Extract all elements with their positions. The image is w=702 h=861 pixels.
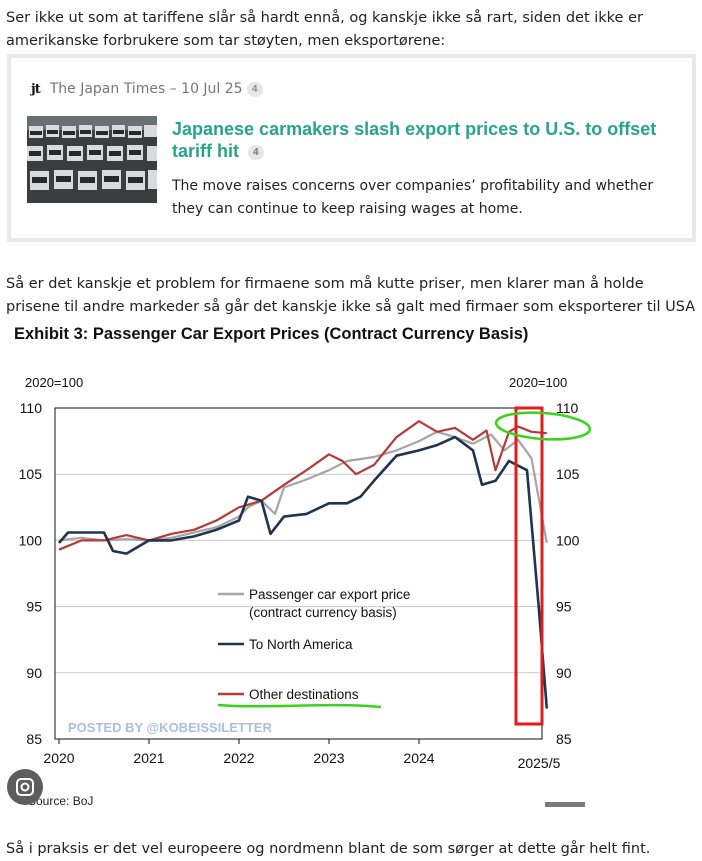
post-paragraph-intro: Ser ikke ut som at tariffene slår så har… [6,9,643,49]
green-underline-annotation [217,703,382,709]
chart-image[interactable]: Exhibit 3: Passenger Car Export Prices (… [6,320,593,808]
legend-label: Other destinations [249,687,359,702]
x-tick-label: 2024 [403,750,434,766]
source-click-count: 4 [246,81,263,97]
y-tick-label-left: 110 [20,400,43,416]
post-paragraph-middle: Så er det kanskje et problem for firmaen… [6,275,696,315]
y-tick-label-right: 100 [556,532,580,548]
link-preview-source[interactable]: jt The Japan Times – 10 Jul 25 4 [31,80,263,98]
source-name[interactable]: The Japan Times – 10 Jul 25 [49,81,243,97]
y-tick-label-left: 105 [19,466,43,482]
y-tick-label-right: 95 [556,599,572,615]
chart-source: Source: BoJ [28,794,93,808]
image-scrollbar[interactable] [545,802,585,807]
x-tick-label: 2020 [43,750,74,766]
legend-label: To North America [249,637,353,652]
article-thumbnail[interactable] [27,116,157,203]
series-line [58,430,548,544]
x-tick-label: 2021 [133,750,164,766]
y-tick-label-left: 90 [26,665,42,681]
post-paragraph-closing: Så i praksis er det vel europeere og nor… [6,840,651,857]
series-line [58,420,547,551]
y-tick-label-left: 85 [26,731,42,747]
y-tick-label-right: 85 [556,731,572,747]
article-title-link[interactable]: Japanese carmakers slash export prices t… [172,118,682,162]
index-label-right: 2020=100 [509,375,567,390]
x-tick-label: 2023 [313,750,344,766]
japan-times-favicon-icon: jt [31,81,41,97]
x-tick-label: 2022 [223,750,254,766]
chart-title: Exhibit 3: Passenger Car Export Prices (… [14,325,528,343]
legend-label: Passenger car export price [249,587,410,602]
article-description: The move raises concerns over companies’… [172,178,654,217]
red-highlight-box [514,406,544,726]
link-preview-card[interactable]: jt The Japan Times – 10 Jul 25 4 [7,54,696,242]
x-tick-label: 2025/5 [518,755,561,771]
y-tick-label-right: 110 [556,400,579,416]
chart-legend: Passenger car export price (contract curr… [218,587,410,702]
legend-label: (contract currency basis) [249,605,397,620]
title-click-count: 4 [248,144,264,160]
y-tick-label-right: 90 [556,665,572,681]
article-title[interactable]: Japanese carmakers slash export prices t… [172,119,657,161]
series-line [58,435,549,709]
y-tick-label-right: 105 [556,466,580,482]
green-circle-annotation [494,411,592,441]
index-label-left: 2020=100 [25,375,83,390]
y-tick-label-left: 100 [19,532,43,548]
y-tick-label-left: 95 [26,599,42,615]
chart-watermark: POSTED BY @KOBEISSILETTER [68,720,272,735]
lens-icon [16,778,34,796]
export-price-chart: Exhibit 3: Passenger Car Export Prices (… [14,325,592,808]
lens-search-button[interactable] [7,769,43,805]
